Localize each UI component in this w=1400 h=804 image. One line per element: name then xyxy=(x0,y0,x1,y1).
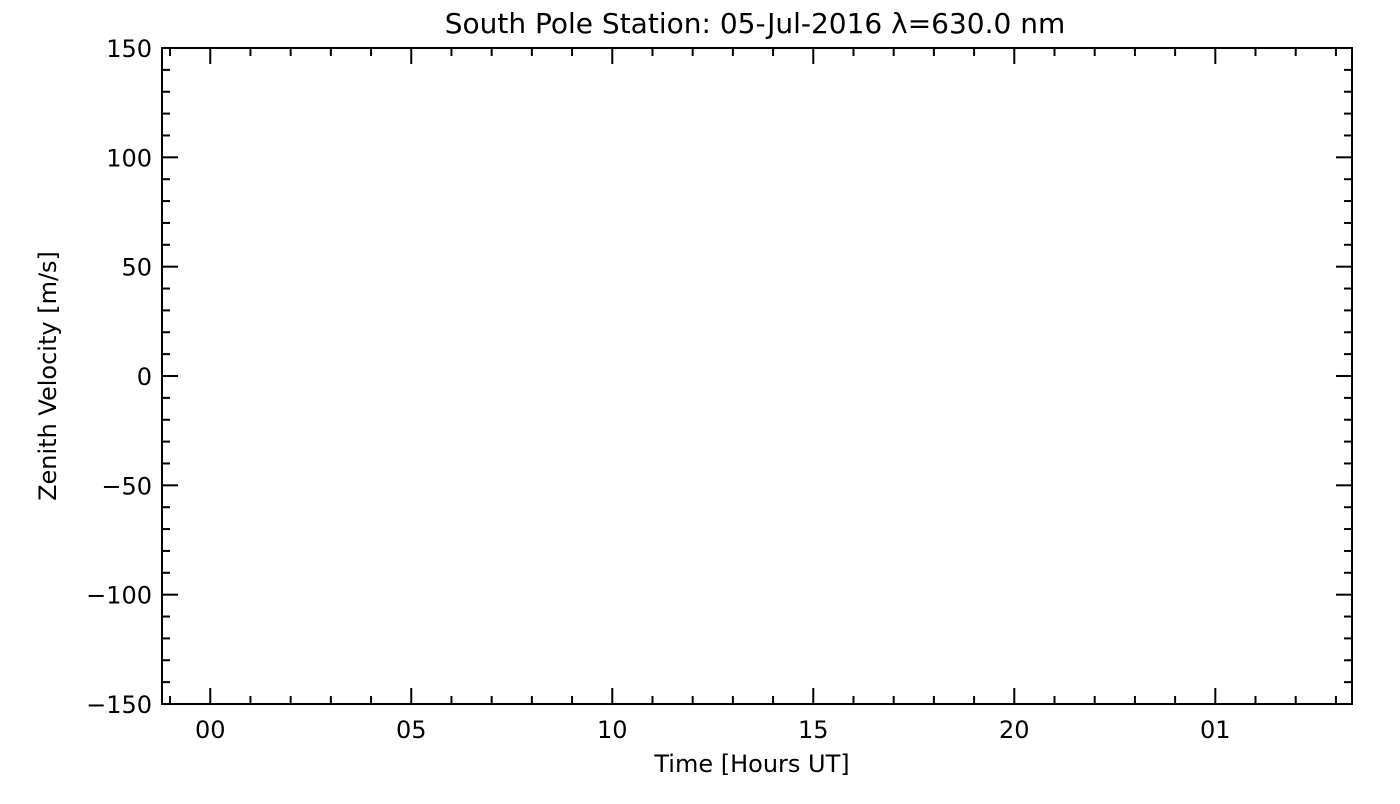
y-tick-label: 0 xyxy=(137,363,152,391)
x-tick-label: 10 xyxy=(597,716,628,744)
x-tick-label: 15 xyxy=(798,716,829,744)
x-axis: 00 05 10 15 20 01 xyxy=(169,48,1337,744)
y-tick-label: 150 xyxy=(106,35,152,63)
x-tick-label: 05 xyxy=(396,716,427,744)
y-axis-label: Zenith Velocity [m/s] xyxy=(34,251,62,501)
x-axis-label: Time [Hours UT] xyxy=(653,750,849,778)
y-tick-label: −50 xyxy=(101,472,152,500)
y-tick-label: −100 xyxy=(86,582,152,610)
plot-frame xyxy=(161,47,1353,705)
y-tick-label: 100 xyxy=(106,144,152,172)
y-tick-label: −150 xyxy=(86,691,152,719)
x-tick-label: 00 xyxy=(195,716,226,744)
chart-title: South Pole Station: 05-Jul-2016 λ=630.0 … xyxy=(445,7,1066,40)
y-tick-label: 50 xyxy=(121,254,152,282)
x-tick-label: 20 xyxy=(999,716,1030,744)
y-axis: −150 −100 −50 0 50 100 150 xyxy=(86,35,1352,719)
x-tick-label: 01 xyxy=(1200,716,1231,744)
